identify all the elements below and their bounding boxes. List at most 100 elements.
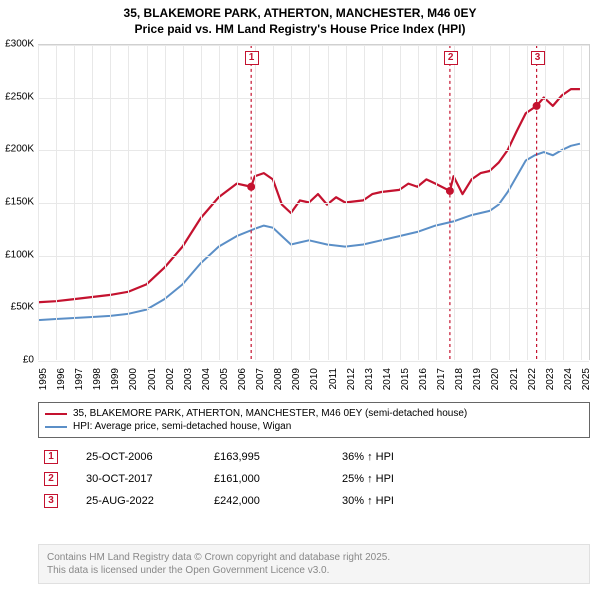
x-tick-label: 2015 [400,368,411,390]
attribution: Contains HM Land Registry data © Crown c… [38,544,590,584]
x-gridline [165,45,166,360]
x-tick-label: 2000 [128,368,139,390]
x-tick-label: 1996 [56,368,67,390]
x-tick-label: 2011 [328,368,339,390]
y-gridline [38,308,589,309]
x-tick-label: 2009 [291,368,302,390]
chart-title: 35, BLAKEMORE PARK, ATHERTON, MANCHESTER… [0,0,600,39]
y-tick-label: £250K [5,91,34,102]
event-delta: 30% ↑ HPI [342,495,442,507]
x-gridline [454,45,455,360]
x-tick-label: 2002 [165,368,176,390]
attribution-line-1: Contains HM Land Registry data © Crown c… [47,551,581,564]
x-gridline [509,45,510,360]
x-gridline [328,45,329,360]
legend-swatch [45,426,67,428]
event-price: £163,995 [214,451,314,463]
x-tick-label: 2021 [509,368,520,390]
legend-item: 35, BLAKEMORE PARK, ATHERTON, MANCHESTER… [45,407,583,420]
y-tick-label: £150K [5,197,34,208]
x-gridline [201,45,202,360]
x-gridline [545,45,546,360]
event-marker-label: 2 [444,51,458,65]
x-tick-label: 2003 [183,368,194,390]
x-gridline [563,45,564,360]
x-gridline [183,45,184,360]
x-tick-label: 2006 [237,368,248,390]
x-gridline [490,45,491,360]
y-tick-label: £50K [11,302,34,313]
x-gridline [472,45,473,360]
event-delta: 25% ↑ HPI [342,473,442,485]
x-gridline [255,45,256,360]
x-tick-label: 2010 [309,368,320,390]
x-gridline [364,45,365,360]
x-gridline [219,45,220,360]
legend-swatch [45,413,67,415]
y-gridline [38,150,589,151]
x-tick-label: 2012 [346,368,357,390]
legend-label: 35, BLAKEMORE PARK, ATHERTON, MANCHESTER… [73,408,467,419]
x-gridline [56,45,57,360]
x-gridline [309,45,310,360]
x-tick-label: 1997 [74,368,85,390]
attribution-line-2: This data is licensed under the Open Gov… [47,564,581,577]
y-tick-label: £0 [23,355,34,366]
x-tick-label: 2023 [545,368,556,390]
sale-marker [247,183,255,191]
x-tick-label: 2024 [563,368,574,390]
event-row: 1 25-OCT-2006 £163,995 36% ↑ HPI [38,446,590,468]
events-table: 125-OCT-2006£163,99536% ↑ HPI230-OCT-201… [38,446,590,512]
y-gridline [38,45,589,46]
x-gridline [581,45,582,360]
event-date: 25-OCT-2006 [86,451,186,463]
event-row: 230-OCT-2017£161,00025% ↑ HPI [38,468,590,490]
x-gridline [291,45,292,360]
sale-marker [446,187,454,195]
x-gridline [400,45,401,360]
y-tick-label: £200K [5,144,34,155]
y-gridline [38,203,589,204]
event-price: £242,000 [214,495,314,507]
x-tick-label: 2020 [490,368,501,390]
y-gridline [38,98,589,99]
plot-area: 1 2 3 [38,44,590,360]
x-tick-label: 2018 [454,368,465,390]
event-date: 25-AUG-2022 [86,495,186,507]
x-tick-label: 1998 [92,368,103,390]
x-tick-label: 2013 [364,368,375,390]
x-tick-label: 2016 [418,368,429,390]
x-tick-label: 2004 [201,368,212,390]
x-tick-label: 2025 [581,368,592,390]
x-tick-label: 2007 [255,368,266,390]
x-gridline [436,45,437,360]
x-tick-label: 2019 [472,368,483,390]
y-gridline [38,256,589,257]
x-gridline [527,45,528,360]
x-tick-label: 2001 [147,368,158,390]
x-gridline [110,45,111,360]
event-delta: 36% ↑ HPI [342,451,442,463]
x-gridline [128,45,129,360]
x-tick-label: 2005 [219,368,230,390]
x-gridline [418,45,419,360]
x-gridline [382,45,383,360]
x-gridline [237,45,238,360]
x-tick-label: 2014 [382,368,393,390]
title-line-1: 35, BLAKEMORE PARK, ATHERTON, MANCHESTER… [8,6,592,22]
event-price: £161,000 [214,473,314,485]
event-row: 3 25-AUG-2022 £242,000 30% ↑ HPI [38,490,590,512]
x-tick-label: 1999 [110,368,121,390]
x-gridline [273,45,274,360]
title-line-2: Price paid vs. HM Land Registry's House … [8,22,592,38]
event-marker-label: 1 [245,51,259,65]
legend-label: HPI: Average price, semi-detached house,… [73,421,291,432]
legend-item: HPI: Average price, semi-detached house,… [45,420,583,433]
chart-container: 35, BLAKEMORE PARK, ATHERTON, MANCHESTER… [0,0,600,590]
event-number-box: 3 [44,494,58,508]
sale-marker [533,102,541,110]
event-number-box: 1 [44,450,58,464]
event-marker-label: 3 [531,51,545,65]
y-axis-ticks: £0£50K£100K£150K£200K£250K£300K [0,44,36,360]
x-tick-label: 2008 [273,368,284,390]
